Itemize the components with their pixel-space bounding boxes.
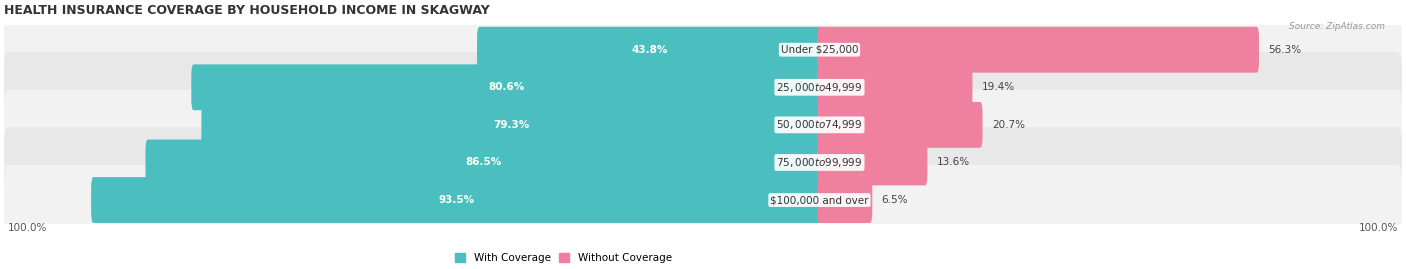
- FancyBboxPatch shape: [477, 27, 821, 73]
- Text: $75,000 to $99,999: $75,000 to $99,999: [776, 156, 863, 169]
- Text: Under $25,000: Under $25,000: [780, 45, 858, 55]
- Text: 80.6%: 80.6%: [488, 82, 524, 92]
- Text: 43.8%: 43.8%: [631, 45, 668, 55]
- FancyBboxPatch shape: [4, 14, 1402, 85]
- Text: 56.3%: 56.3%: [1268, 45, 1302, 55]
- Legend: With Coverage, Without Coverage: With Coverage, Without Coverage: [454, 253, 672, 263]
- FancyBboxPatch shape: [4, 165, 1402, 235]
- FancyBboxPatch shape: [145, 140, 821, 185]
- FancyBboxPatch shape: [4, 90, 1402, 160]
- FancyBboxPatch shape: [201, 102, 821, 148]
- Text: $50,000 to $74,999: $50,000 to $74,999: [776, 118, 863, 131]
- Text: 100.0%: 100.0%: [8, 223, 48, 233]
- FancyBboxPatch shape: [817, 177, 872, 223]
- Text: Source: ZipAtlas.com: Source: ZipAtlas.com: [1289, 22, 1385, 30]
- Text: $25,000 to $49,999: $25,000 to $49,999: [776, 81, 863, 94]
- FancyBboxPatch shape: [817, 64, 973, 110]
- Text: 93.5%: 93.5%: [439, 195, 475, 205]
- FancyBboxPatch shape: [191, 64, 821, 110]
- Text: 13.6%: 13.6%: [936, 157, 970, 168]
- Text: 100.0%: 100.0%: [1358, 223, 1398, 233]
- FancyBboxPatch shape: [4, 52, 1402, 123]
- Text: 86.5%: 86.5%: [465, 157, 502, 168]
- FancyBboxPatch shape: [4, 127, 1402, 198]
- Text: $100,000 and over: $100,000 and over: [770, 195, 869, 205]
- Text: 79.3%: 79.3%: [494, 120, 530, 130]
- Text: 20.7%: 20.7%: [991, 120, 1025, 130]
- Text: 19.4%: 19.4%: [981, 82, 1015, 92]
- Text: 6.5%: 6.5%: [882, 195, 908, 205]
- FancyBboxPatch shape: [817, 27, 1258, 73]
- FancyBboxPatch shape: [817, 140, 928, 185]
- FancyBboxPatch shape: [91, 177, 821, 223]
- FancyBboxPatch shape: [817, 102, 983, 148]
- Text: HEALTH INSURANCE COVERAGE BY HOUSEHOLD INCOME IN SKAGWAY: HEALTH INSURANCE COVERAGE BY HOUSEHOLD I…: [4, 4, 489, 17]
